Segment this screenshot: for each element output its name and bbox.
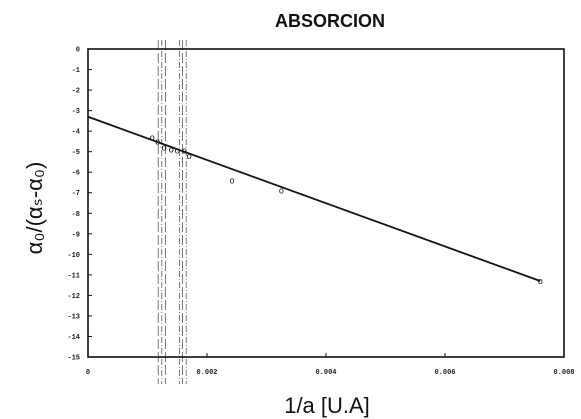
data-point: o (150, 132, 155, 142)
fit-line (87, 115, 541, 282)
y-tick-label: -3 (72, 108, 80, 116)
x-tick-label: 0 (86, 369, 90, 377)
chart-title: ABSORCION (275, 11, 385, 31)
data-point: o (169, 145, 174, 155)
data-point: o (538, 276, 543, 286)
fit-line-group (87, 115, 541, 282)
x-tick-label: 0.006 (434, 369, 455, 377)
data-point: o (279, 186, 284, 196)
data-point: o (182, 146, 187, 156)
y-tick-label: -7 (72, 190, 80, 198)
y-tick-label: -12 (67, 293, 80, 301)
y-tick-label: 0 (76, 47, 80, 55)
y-tick-label: -5 (72, 149, 80, 157)
y-tick-label: -14 (67, 334, 80, 342)
y-tick-label: -11 (67, 272, 80, 280)
data-point: o (187, 151, 192, 161)
x-tick-label: 0.008 (553, 369, 574, 377)
data-point: o (155, 136, 160, 146)
y-axis-ticks: 0 -1 -2 -3 -4 -5 -6 -7 -8 -9 -10 -11 -12 -13 -14 -15 (67, 47, 92, 363)
x-axis-ticks: 0 0.002 0.004 0.006 0.008 (86, 353, 575, 377)
y-tick-label: -1 (72, 67, 80, 75)
y-tick-label: -9 (72, 231, 80, 239)
y-axis-label: α₀/(αₛ-α₀) (22, 162, 47, 255)
x-tick-label: 0.002 (196, 369, 217, 377)
y-tick-label: -6 (72, 170, 80, 178)
y-tick-label: -10 (67, 252, 80, 260)
x-tick-label: 0.004 (315, 369, 336, 377)
y-tick-label: -2 (72, 88, 80, 96)
x-axis-label: 1/a [U.A] (284, 393, 370, 418)
data-point: o (229, 175, 234, 185)
y-tick-label: -15 (67, 355, 80, 363)
vertical-marker-lines (157, 40, 187, 384)
y-tick-label: -13 (67, 313, 80, 321)
y-tick-label: -8 (72, 211, 80, 219)
data-point: o (162, 143, 167, 153)
data-point: o (175, 146, 180, 156)
y-tick-label: -4 (72, 129, 80, 137)
